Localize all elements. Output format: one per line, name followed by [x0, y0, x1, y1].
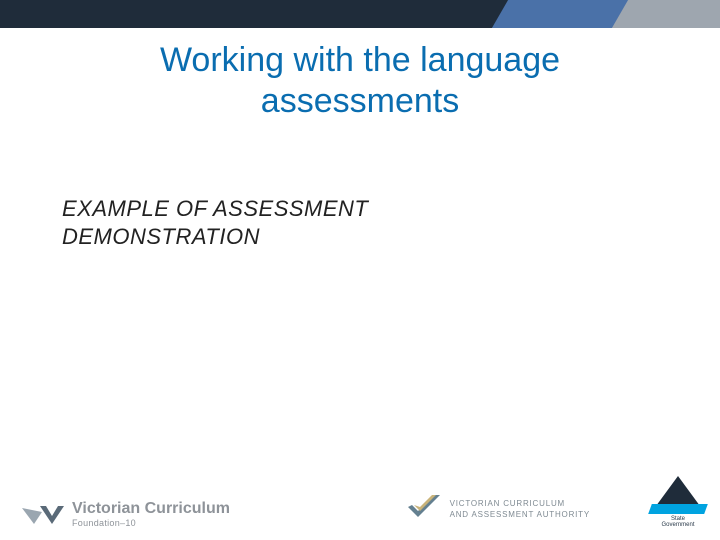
vc-mark-icon — [22, 502, 64, 528]
header-bar-dark — [0, 0, 515, 28]
state-mid: Government — [661, 522, 694, 528]
state-band-icon — [648, 504, 708, 514]
subtitle-line2: DEMONSTRATION — [62, 224, 260, 249]
vcaa-text: VICTORIAN CURRICULUM AND ASSESSMENT AUTH… — [450, 499, 590, 520]
subtitle-line1: EXAMPLE OF ASSESSMENT — [62, 196, 368, 221]
header-bar-grey — [635, 0, 720, 28]
page-subtitle: EXAMPLE OF ASSESSMENT DEMONSTRATION — [62, 195, 368, 250]
vcaa-line1: VICTORIAN CURRICULUM — [450, 499, 590, 509]
footer: Victorian Curriculum Foundation–10 VICTO… — [0, 468, 720, 528]
state-triangle-icon — [656, 476, 700, 506]
victorian-curriculum-logo: Victorian Curriculum Foundation–10 — [22, 501, 230, 528]
vcaa-line2: AND ASSESSMENT AUTHORITY — [450, 510, 590, 520]
vc-sub: Foundation–10 — [72, 519, 230, 528]
vc-name: Victorian Curriculum — [72, 501, 230, 517]
state-caption: State Government — [661, 516, 694, 528]
page-title: Working with the language assessments — [0, 40, 720, 122]
vcaa-logo: VICTORIAN CURRICULUM AND ASSESSMENT AUTH… — [406, 493, 590, 526]
state-gov-logo: State Government — [650, 476, 706, 528]
vc-text: Victorian Curriculum Foundation–10 — [72, 501, 230, 528]
title-line1: Working with the language — [160, 41, 560, 79]
title-line2: assessments — [261, 82, 459, 120]
vcaa-tick-icon — [406, 493, 442, 526]
